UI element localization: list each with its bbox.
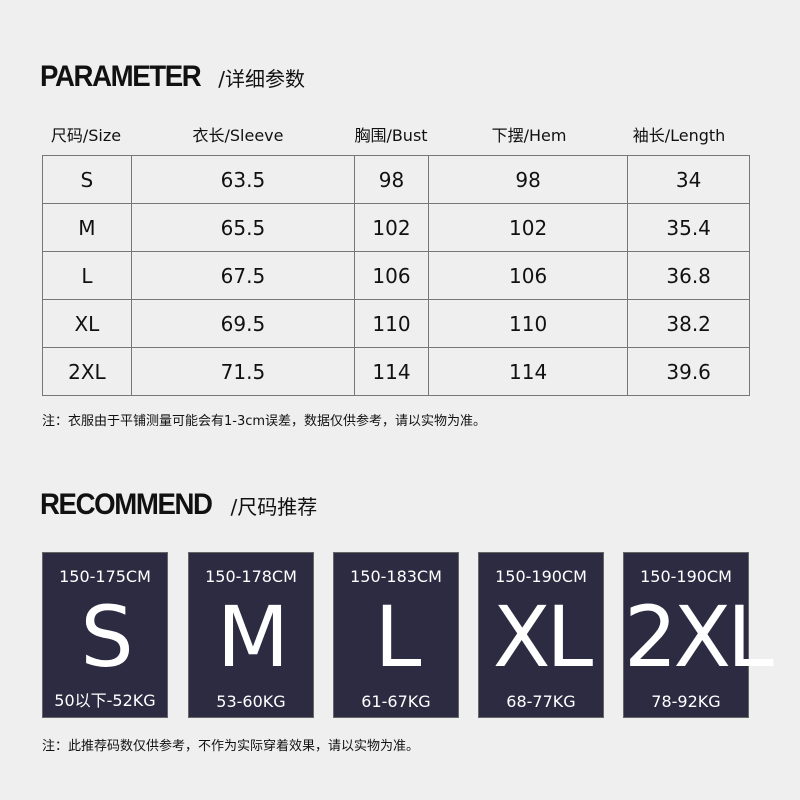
size-label: 2XL xyxy=(624,588,774,686)
table-cell: 106 xyxy=(354,251,429,300)
table-cell: 36.8 xyxy=(627,251,750,300)
size-card-m: 150-178CM M 53-60KG xyxy=(188,552,314,718)
table-cell: 114 xyxy=(354,347,429,396)
table-cell: 35.4 xyxy=(627,203,750,252)
table-header: 尺码/Size 衣长/Sleeve 胸围/Bust 下摆/Hem 袖长/Leng… xyxy=(0,122,800,145)
parameter-note: 注：衣服由于平铺测量可能会有1-3cm误差，数据仅供参考，请以实物为准。 xyxy=(42,414,487,429)
recommend-heading: RECOMMEND /尺码推荐 xyxy=(40,488,317,522)
recommend-subtitle: /尺码推荐 xyxy=(230,495,318,519)
column-header: 胸围/Bust xyxy=(354,126,428,145)
table-cell: M xyxy=(42,203,132,252)
table-cell: 67.5 xyxy=(130,251,356,300)
size-card-xl: 150-190CM XL 68-77KG xyxy=(478,552,604,718)
height-range: 150-183CM xyxy=(350,567,442,586)
weight-range: 68-77KG xyxy=(506,692,576,711)
size-card-l: 150-183CM L 61-67KG xyxy=(333,552,459,718)
table-cell: XL xyxy=(42,299,132,348)
table-row: 2XL 71.5 114 114 39.6 xyxy=(42,347,750,396)
table-cell: 65.5 xyxy=(130,203,356,252)
column-header: 衣长/Sleeve xyxy=(192,126,284,145)
table-cell: 110 xyxy=(427,299,629,348)
table-row: S 63.5 98 98 34 xyxy=(42,155,750,204)
table-cell: L xyxy=(42,251,132,300)
height-range: 150-190CM xyxy=(640,567,732,586)
table-cell: 63.5 xyxy=(130,155,356,204)
parameter-title: PARAMETER xyxy=(40,60,202,93)
weight-range: 50以下-52KG xyxy=(54,691,156,710)
weight-range: 78-92KG xyxy=(651,692,721,711)
height-range: 150-190CM xyxy=(495,567,587,586)
table-row: M 65.5 102 102 35.4 xyxy=(42,203,750,252)
table-row: L 67.5 106 106 36.8 xyxy=(42,251,750,300)
table-cell: 39.6 xyxy=(627,347,750,396)
size-table: S 63.5 98 98 34 M 65.5 102 102 35.4 L 67.5 106 106 36.… xyxy=(42,155,750,396)
height-range: 150-178CM xyxy=(205,567,297,586)
column-header: 尺码/Size xyxy=(50,126,122,145)
table-cell: 38.2 xyxy=(627,299,750,348)
recommend-note: 注：此推荐码数仅供参考，不作为实际穿着效果，请以实物为准。 xyxy=(42,739,420,754)
parameter-heading: PARAMETER /详细参数 xyxy=(40,60,305,94)
table-cell: 2XL xyxy=(42,347,132,396)
table-cell: S xyxy=(42,155,132,204)
weight-range: 53-60KG xyxy=(216,692,286,711)
column-header: 下摆/Hem xyxy=(491,126,567,145)
table-cell: 34 xyxy=(627,155,750,204)
table-cell: 69.5 xyxy=(130,299,356,348)
column-header: 袖长/Length xyxy=(632,126,726,145)
table-cell: 98 xyxy=(354,155,429,204)
weight-range: 61-67KG xyxy=(361,692,431,711)
size-label: L xyxy=(374,588,422,686)
table-row: XL 69.5 110 110 38.2 xyxy=(42,299,750,348)
table-cell: 102 xyxy=(427,203,629,252)
recommend-title: RECOMMEND xyxy=(40,488,213,521)
table-cell: 71.5 xyxy=(130,347,356,396)
size-card-2xl: 150-190CM 2XL 78-92KG xyxy=(623,552,774,718)
parameter-subtitle: /详细参数 xyxy=(218,67,306,91)
size-label: M xyxy=(216,588,289,686)
table-cell: 110 xyxy=(354,299,429,348)
size-card-s: 150-175CM S 50以下-52KG xyxy=(42,552,168,718)
table-cell: 114 xyxy=(427,347,629,396)
size-label: XL xyxy=(492,588,593,686)
table-cell: 106 xyxy=(427,251,629,300)
table-cell: 102 xyxy=(354,203,429,252)
height-range: 150-175CM xyxy=(59,567,151,586)
table-cell: 98 xyxy=(427,155,629,204)
size-label: S xyxy=(80,588,133,686)
